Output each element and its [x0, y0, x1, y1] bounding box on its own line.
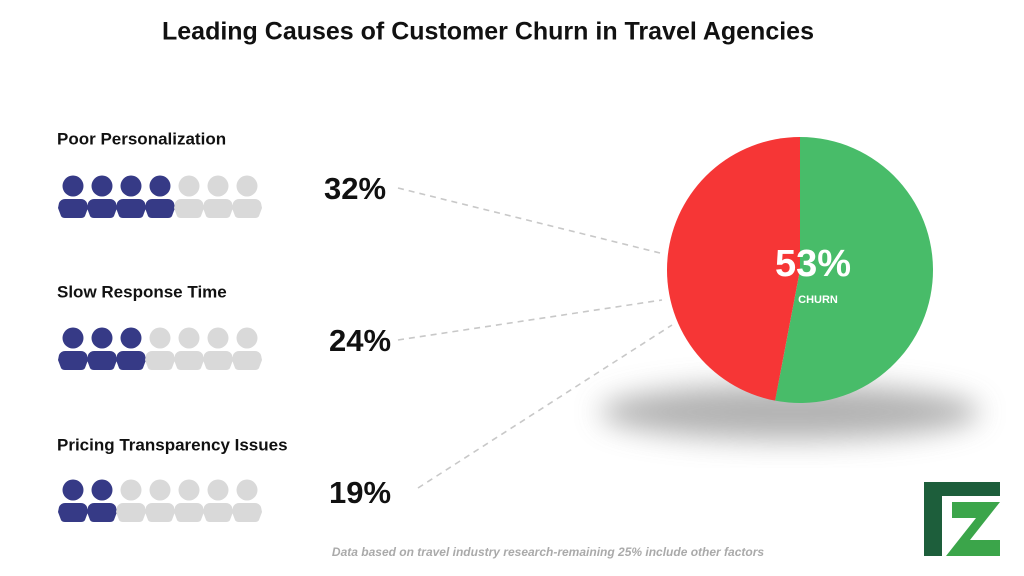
- person-body: [232, 199, 262, 218]
- person-body: [203, 199, 233, 218]
- cause-label: Poor Personalization: [57, 129, 226, 148]
- person-head: [236, 327, 258, 349]
- footnote: Data based on travel industry research-r…: [332, 545, 764, 559]
- person-head: [120, 175, 142, 197]
- person-body: [58, 199, 88, 218]
- person-body: [116, 503, 146, 522]
- person-head: [207, 327, 229, 349]
- person-body: [203, 351, 233, 370]
- value-label: 24%: [329, 323, 391, 358]
- person-body: [87, 503, 117, 522]
- person-body: [232, 351, 262, 370]
- chart-title: Leading Causes of Customer Churn in Trav…: [162, 18, 814, 46]
- logo: [924, 482, 1000, 556]
- logo-shape: [924, 482, 1000, 556]
- person-head: [207, 175, 229, 197]
- person-body: [174, 351, 204, 370]
- person-head: [120, 327, 142, 349]
- person-head: [149, 175, 171, 197]
- pie-slice: [775, 137, 933, 403]
- logo-shape: [946, 502, 1000, 556]
- person-head: [62, 479, 84, 501]
- icon-row: [58, 175, 262, 218]
- person-head: [236, 175, 258, 197]
- value-label: 32%: [324, 171, 386, 206]
- person-body: [174, 503, 204, 522]
- pie-value-label: 53%: [775, 243, 851, 285]
- person-head: [62, 175, 84, 197]
- person-body: [232, 503, 262, 522]
- connector: [397, 299, 663, 341]
- person-head: [91, 175, 113, 197]
- person-body: [145, 503, 175, 522]
- person-body: [87, 199, 117, 218]
- cause-label: Pricing Transparency Issues: [57, 435, 288, 454]
- person-head: [149, 327, 171, 349]
- person-head: [178, 479, 200, 501]
- person-head: [62, 327, 84, 349]
- person-head: [91, 327, 113, 349]
- person-body: [174, 199, 204, 218]
- person-head: [207, 479, 229, 501]
- person-body: [87, 351, 117, 370]
- person-body: [145, 351, 175, 370]
- icon-row: [58, 479, 262, 522]
- pie-slice: [666, 137, 800, 401]
- connectors: [397, 187, 673, 489]
- pie-category-label: CHURN: [798, 294, 838, 306]
- person-body: [58, 503, 88, 522]
- person-head: [236, 479, 258, 501]
- person-head: [91, 479, 113, 501]
- person-head: [178, 175, 200, 197]
- person-body: [145, 199, 175, 218]
- person-body: [116, 199, 146, 218]
- person-body: [58, 351, 88, 370]
- person-head: [120, 479, 142, 501]
- value-label: 19%: [329, 475, 391, 510]
- cause-label: Slow Response Time: [57, 282, 227, 301]
- person-body: [116, 351, 146, 370]
- person-head: [178, 327, 200, 349]
- connector: [397, 187, 661, 254]
- person-head: [149, 479, 171, 501]
- pie-shadow: [600, 384, 980, 440]
- person-body: [203, 503, 233, 522]
- icon-row: [58, 327, 262, 370]
